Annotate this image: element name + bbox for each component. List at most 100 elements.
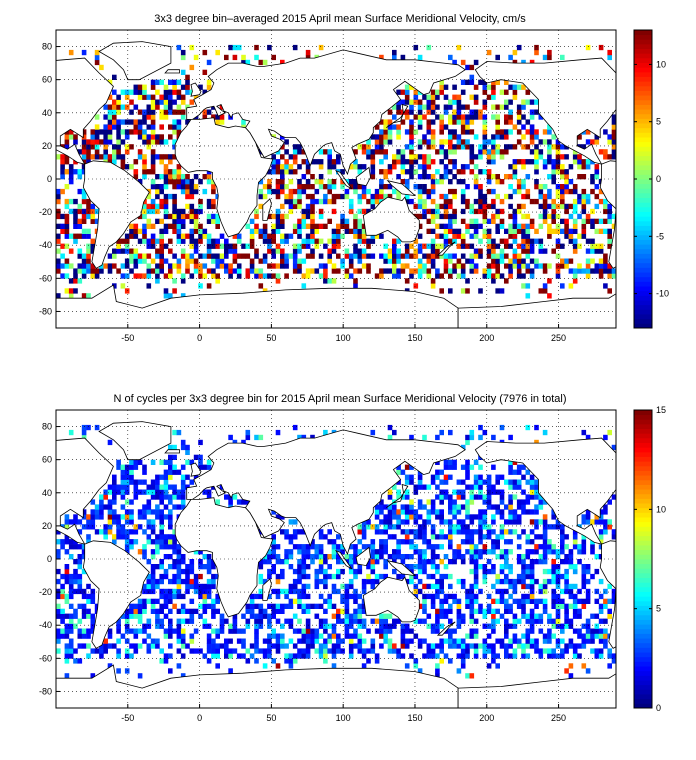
colorbar-segment (634, 258, 652, 264)
data-cell (555, 159, 561, 165)
data-cell (103, 648, 108, 654)
data-cell (456, 114, 462, 120)
data-cell (159, 94, 164, 100)
data-cell (142, 598, 147, 604)
data-cell (482, 79, 488, 85)
data-cell (159, 233, 164, 239)
data-cell (607, 233, 612, 239)
data-cell (568, 564, 574, 570)
data-cell (353, 598, 358, 604)
data-cell (133, 643, 139, 649)
data-cell (590, 519, 595, 525)
data-cell (318, 648, 324, 654)
data-cell (435, 618, 440, 624)
data-cell (219, 618, 225, 624)
data-cell (159, 268, 164, 274)
data-cell (443, 169, 449, 175)
data-cell (542, 193, 548, 200)
data-cell (86, 598, 91, 604)
data-cell (357, 238, 363, 244)
data-cell (379, 149, 384, 155)
data-cell (426, 273, 432, 279)
data-cell (456, 529, 462, 535)
data-cell (133, 223, 139, 229)
data-cell (521, 203, 526, 210)
data-cell (417, 524, 423, 530)
data-cell (525, 638, 531, 644)
data-cell (448, 474, 453, 480)
data-cell (452, 114, 457, 120)
data-cell (331, 588, 337, 595)
data-cell (443, 564, 449, 570)
data-cell (180, 213, 186, 220)
data-cell (60, 273, 65, 279)
data-cell (448, 583, 453, 590)
data-cell (486, 94, 492, 100)
data-cell (137, 94, 143, 100)
data-cell (534, 534, 539, 540)
data-cell (180, 188, 186, 195)
data-cell (361, 228, 367, 234)
data-cell (413, 658, 419, 664)
data-cell (280, 253, 285, 259)
data-cell (180, 238, 186, 244)
data-cell (482, 139, 488, 145)
data-cell (254, 593, 259, 600)
data-cell (189, 638, 195, 644)
colorbar-segment (634, 323, 652, 329)
data-cell (499, 638, 505, 644)
data-cell (499, 223, 505, 229)
data-cell (607, 54, 612, 61)
data-cell (413, 253, 419, 259)
data-cell (301, 608, 307, 614)
data-cell (249, 243, 255, 249)
data-cell (249, 593, 255, 600)
data-cell (486, 188, 492, 195)
data-cell (361, 144, 367, 150)
data-cell (288, 188, 294, 195)
data-cell (409, 514, 414, 520)
colorbar-segment (634, 433, 652, 439)
plot-frame (55, 29, 617, 329)
data-cell (392, 54, 397, 61)
colorbar-segment (634, 517, 652, 523)
landmass (186, 429, 466, 556)
data-cell (90, 203, 96, 210)
data-cell (361, 184, 367, 190)
data-cell (163, 139, 169, 145)
data-cell (258, 434, 264, 441)
data-cell (245, 253, 251, 259)
data-cell (443, 534, 449, 540)
data-cell (499, 198, 505, 205)
data-cell (417, 484, 423, 490)
data-cell (86, 653, 91, 659)
data-cell (581, 218, 587, 224)
data-cell (86, 263, 91, 269)
data-cell (344, 628, 350, 634)
colorbar-segment (634, 244, 652, 250)
colorbar-segment (634, 216, 652, 222)
colorbar-segment (634, 48, 652, 54)
data-cell (150, 583, 156, 590)
data-cell (86, 253, 91, 259)
data-cell (430, 499, 436, 505)
data-cell (107, 663, 113, 669)
data-cell (512, 84, 518, 90)
data-cell (366, 149, 371, 155)
data-cell (568, 283, 574, 289)
colorbar-segment (634, 225, 652, 231)
data-cell (124, 89, 130, 95)
data-cell (189, 479, 195, 485)
data-cell (271, 164, 276, 170)
data-cell (534, 509, 539, 515)
data-cell (404, 193, 410, 200)
data-cell (504, 643, 509, 649)
data-cell (168, 484, 173, 490)
data-cell (258, 273, 264, 279)
data-cell (460, 193, 466, 200)
data-cell (318, 554, 324, 560)
data-cell (439, 514, 444, 520)
data-cell (499, 598, 505, 604)
data-cell (478, 154, 483, 160)
data-cell (387, 184, 393, 190)
